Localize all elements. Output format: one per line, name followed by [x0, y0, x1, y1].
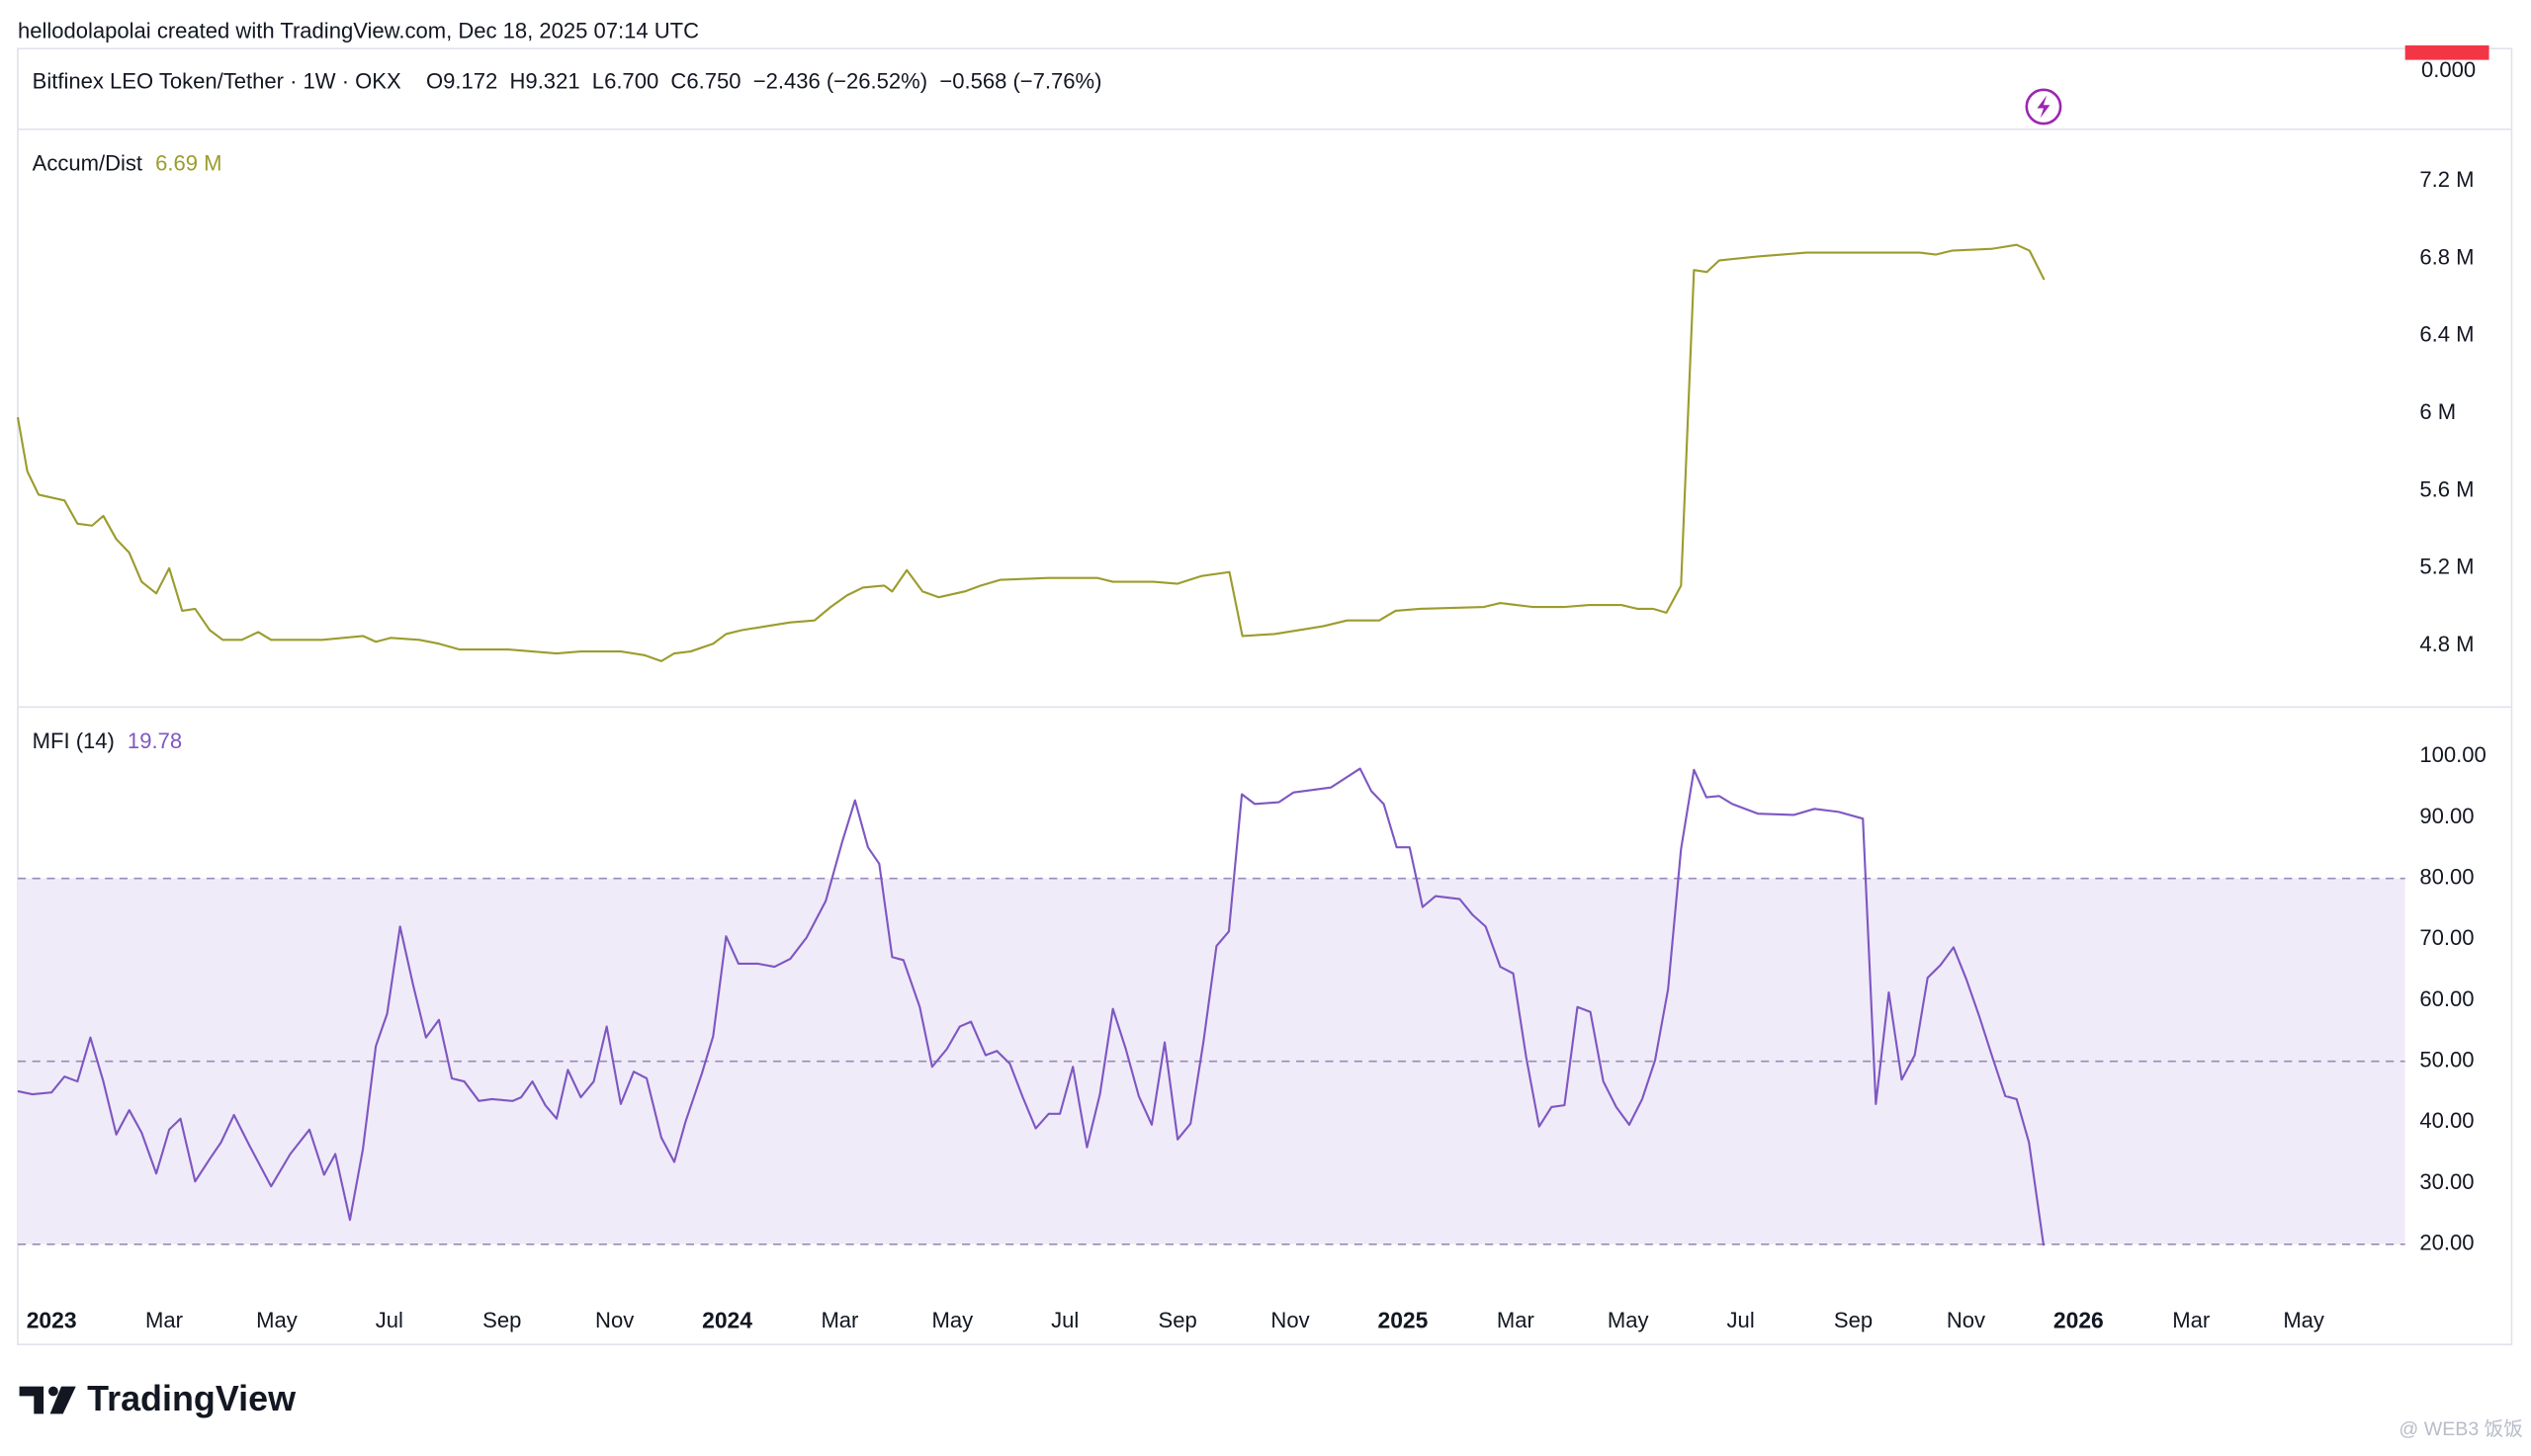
y-tick-label: 70.00 [2419, 925, 2474, 950]
legend-title: Accum/Dist [33, 151, 142, 176]
y-tick-label: 5.6 M [2419, 476, 2474, 501]
symbol: Bitfinex LEO Token/Tether · 1W · OKX [33, 68, 401, 93]
x-tick-label: May [256, 1308, 298, 1332]
y-tick-label: 6 M [2419, 399, 2456, 424]
price-badge [2404, 44, 2489, 60]
y-tick-label: 5.2 M [2419, 555, 2474, 579]
y-tick-label: 100.00 [2419, 742, 2486, 767]
x-tick-label: Nov [595, 1308, 634, 1332]
legend-title: MFI (14) [33, 728, 115, 753]
legend-value: 19.78 [128, 728, 182, 753]
x-tick-label: Nov [1947, 1308, 1985, 1332]
y-tick-label: 60.00 [2419, 986, 2474, 1011]
ohlc: O9.172 H9.321 L6.700 C6.750 −2.436 (−26.… [426, 68, 1101, 93]
y-tick-label: 80.00 [2419, 864, 2474, 889]
x-tick-label: Jul [1051, 1308, 1079, 1332]
watermark: @ WEB3 饭饭 [2399, 1418, 2522, 1440]
x-tick-label: Nov [1270, 1308, 1309, 1332]
x-tick-label: Mar [1497, 1308, 1534, 1332]
y-tick-label: 50.00 [2419, 1048, 2474, 1072]
attribution: hellodolapolai created with TradingView.… [18, 19, 699, 43]
y-tick-label: 7.2 M [2419, 167, 2474, 192]
x-tick-label: 2023 [27, 1307, 77, 1332]
x-tick-label: May [1608, 1308, 1649, 1332]
data-line [16, 243, 2046, 662]
x-tick-label: 2025 [1378, 1307, 1429, 1332]
legend-value: 6.69 M [155, 151, 221, 176]
x-tick-label: 2026 [2053, 1307, 2104, 1332]
y-tick-label: 90.00 [2419, 804, 2474, 828]
y-tick-label: 4.8 M [2419, 632, 2474, 656]
x-tick-label: Sep [1834, 1308, 1873, 1332]
x-tick-label: Sep [1159, 1308, 1197, 1332]
x-tick-label: Jul [1727, 1308, 1755, 1332]
y-tick-label: 6.8 M [2419, 244, 2474, 269]
x-tick-label: May [932, 1308, 974, 1332]
logo [19, 1386, 76, 1414]
x-tick-label: Mar [145, 1308, 183, 1332]
chart-frame [17, 47, 2513, 1345]
alert-icon[interactable] [2025, 88, 2062, 126]
y-tick-label: 40.00 [2419, 1108, 2474, 1133]
x-tick-label: 2024 [702, 1307, 752, 1332]
x-tick-label: May [2283, 1308, 2324, 1332]
data-line [17, 767, 2046, 1246]
x-tick-label: Mar [821, 1308, 858, 1332]
logo-text: TradingView [87, 1378, 296, 1418]
y-tick-label: 6.4 M [2419, 322, 2474, 347]
x-tick-label: Mar [2172, 1308, 2210, 1332]
price-axis-label: 0.000 [2421, 57, 2476, 82]
y-tick-label: 20.00 [2419, 1231, 2474, 1255]
y-tick-label: 30.00 [2419, 1169, 2474, 1194]
x-tick-label: Sep [482, 1308, 521, 1332]
x-tick-label: Jul [376, 1308, 403, 1332]
